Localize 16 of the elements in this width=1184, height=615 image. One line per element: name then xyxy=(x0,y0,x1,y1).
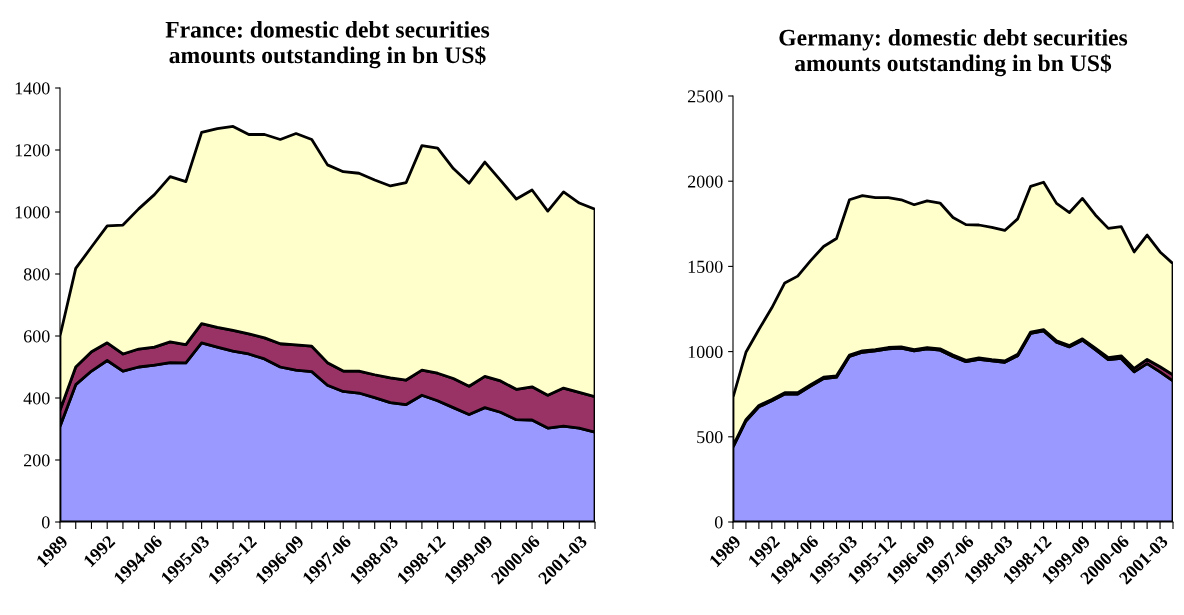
y-tick-label: 1500 xyxy=(688,260,723,273)
y-tick-label: 800 xyxy=(23,268,50,281)
y-tick-label: 200 xyxy=(23,454,50,467)
chart-title: Germany: domestic debt securities amounts outstanding in bn US$ xyxy=(779,29,1128,77)
y-tick-label: 0 xyxy=(41,516,50,529)
chart-title: France: domestic debt securities amounts outstanding in bn US$ xyxy=(165,21,490,69)
y-tick-label: 600 xyxy=(23,330,50,343)
y-tick-label: 0 xyxy=(714,516,723,529)
y-tick-label: 1400 xyxy=(15,82,50,95)
y-tick-label: 1000 xyxy=(688,345,723,359)
y-tick-label: 1000 xyxy=(15,206,50,219)
y-tick-label: 1200 xyxy=(15,144,50,157)
y-tick-label: 2000 xyxy=(687,175,723,188)
y-tick-label: 400 xyxy=(23,392,50,405)
y-tick-label: 2500 xyxy=(687,90,723,103)
y-tick-label: 500 xyxy=(697,431,723,444)
